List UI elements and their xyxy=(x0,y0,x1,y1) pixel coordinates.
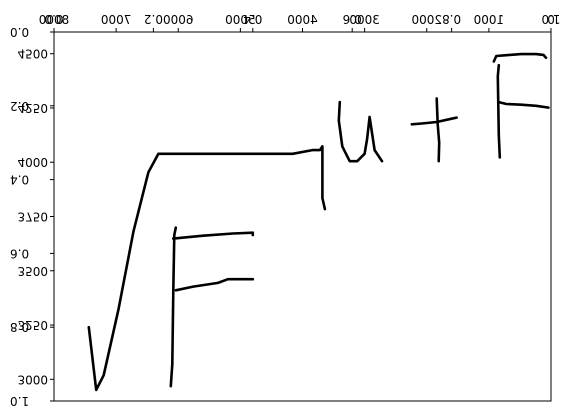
x-tick-label-primary: 0.6 xyxy=(343,12,362,26)
x-tick-label-primary: 0.0 xyxy=(44,12,63,26)
y-tick-label-secondary: 3500 xyxy=(17,264,48,278)
ink-stroke-F2-mid-bar xyxy=(497,100,550,109)
x-tick-label-secondary: 0 xyxy=(547,13,555,27)
y-tick-label-primary: 0.6 xyxy=(10,246,29,260)
y-tick-label-secondary: 4250 xyxy=(17,101,48,115)
y-tick-label-secondary: 3000 xyxy=(17,372,48,386)
ink-stroke-F-top-bar xyxy=(172,231,255,240)
ink-stroke-F2-top-bar xyxy=(492,52,548,63)
x-tick-label-secondary: 5000 xyxy=(225,13,256,27)
plot-area xyxy=(53,31,552,402)
x-tick-label-secondary: 2000 xyxy=(411,13,442,27)
x-tick-label-primary: 0.2 xyxy=(144,12,163,26)
y-tick-label-primary: 0.0 xyxy=(10,25,29,39)
x-tick-label-secondary: 3000 xyxy=(349,13,380,27)
ink-stroke-F2-stem xyxy=(496,63,502,159)
y-tick-label-primary: 0.2 xyxy=(10,99,29,113)
ink-stroke-plus-vertical xyxy=(435,97,441,163)
x-tick-label-secondary: 1000 xyxy=(474,13,505,27)
plot-frame xyxy=(53,31,552,402)
tick-layer: 0.0 0.2 0.4 0.6 0.8 1.0 0.0 0.2 0.4 0.6 0.8 1.0 3000… xyxy=(10,12,561,408)
x-tick-label-primary: 1.0 xyxy=(541,12,560,26)
x-tick-label-primary: 0.4 xyxy=(243,12,262,26)
ink-stroke-u xyxy=(337,100,384,163)
x-tick-label-secondary: 8000 xyxy=(39,13,70,27)
y-tick-label-secondary: 4000 xyxy=(17,155,48,169)
x-tick-label-secondary: 4000 xyxy=(287,13,318,27)
y-tick-label-secondary: 3750 xyxy=(17,210,48,224)
y-tick-label-primary: 0.8 xyxy=(10,320,29,334)
ink-layer xyxy=(87,52,550,392)
ink-stroke-sqrt-and-bar xyxy=(87,145,327,392)
y-tick-label-secondary: 3250 xyxy=(17,318,48,332)
x-tick-label-primary: 0.8 xyxy=(442,12,461,26)
x-tick-label-secondary: 6000 xyxy=(163,13,194,27)
ink-stroke-F-mid-bar xyxy=(174,277,255,292)
ink-stroke-F-stem xyxy=(169,226,178,388)
y-tick-label-primary: 0.4 xyxy=(10,173,29,187)
x-tick-label-secondary: 7000 xyxy=(101,13,132,27)
y-tick-label-secondary: 4500 xyxy=(17,47,48,61)
y-tick-label-primary: 1.0 xyxy=(10,394,29,408)
